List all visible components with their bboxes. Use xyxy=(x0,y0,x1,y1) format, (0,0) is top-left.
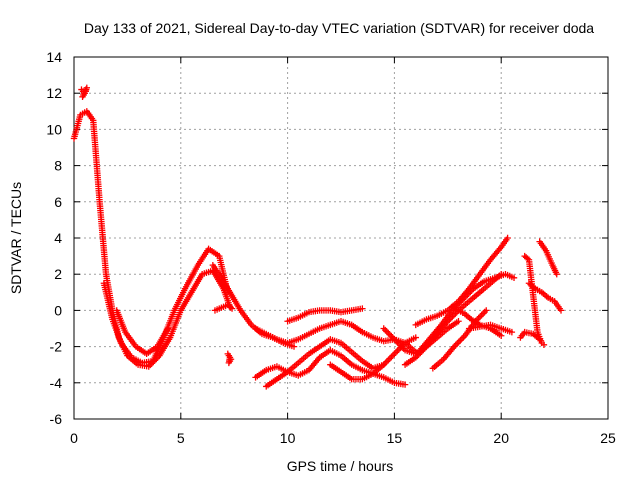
y-tick-label: 4 xyxy=(54,230,62,246)
y-tick-label: 0 xyxy=(54,302,62,318)
data-point xyxy=(455,318,462,325)
y-tick-label: -2 xyxy=(50,339,63,355)
data-point xyxy=(510,274,518,282)
data-point xyxy=(483,307,490,314)
x-tick-label: 25 xyxy=(600,430,616,446)
x-tick-label: 20 xyxy=(493,430,509,446)
x-axis-label: GPS time / hours xyxy=(287,458,394,474)
y-axis-label: SDTVAR / TECUs xyxy=(8,182,24,294)
x-tick-label: 10 xyxy=(280,430,296,446)
data-point xyxy=(412,334,419,341)
y-tick-label: -4 xyxy=(50,375,63,391)
y-tick-label: 12 xyxy=(46,85,62,101)
axis-ticks: 0 5 10 15 20 25 -6 -4 -2 0 2 4 6 8 10 12 14 xyxy=(46,49,616,446)
data-point xyxy=(290,343,298,350)
chart-title: Day 133 of 2021, Sidereal Day-to-day VTE… xyxy=(84,20,594,36)
data-point xyxy=(498,332,505,339)
data-point xyxy=(540,341,548,348)
data-point xyxy=(228,305,236,312)
data-points xyxy=(70,84,565,390)
trace-marker xyxy=(227,304,234,311)
y-tick-label: 2 xyxy=(54,266,62,282)
data-point xyxy=(359,305,366,312)
data-point xyxy=(504,234,511,242)
data-point xyxy=(553,271,560,278)
y-tick-label: 10 xyxy=(46,121,62,137)
trace-marker xyxy=(524,255,531,262)
data-point xyxy=(536,336,543,343)
x-tick-label: 5 xyxy=(177,430,185,446)
y-tick-label: 14 xyxy=(46,49,62,65)
data-point xyxy=(164,325,172,332)
data-point xyxy=(557,307,565,314)
x-tick-label: 15 xyxy=(387,430,403,446)
x-tick-label: 0 xyxy=(70,430,78,446)
y-tick-label: 8 xyxy=(54,158,62,174)
data-point xyxy=(227,356,235,363)
y-tick-label: -6 xyxy=(50,411,63,427)
data-point xyxy=(82,88,89,95)
data-point xyxy=(401,381,409,388)
data-point xyxy=(508,328,516,336)
y-tick-label: 6 xyxy=(54,194,62,210)
